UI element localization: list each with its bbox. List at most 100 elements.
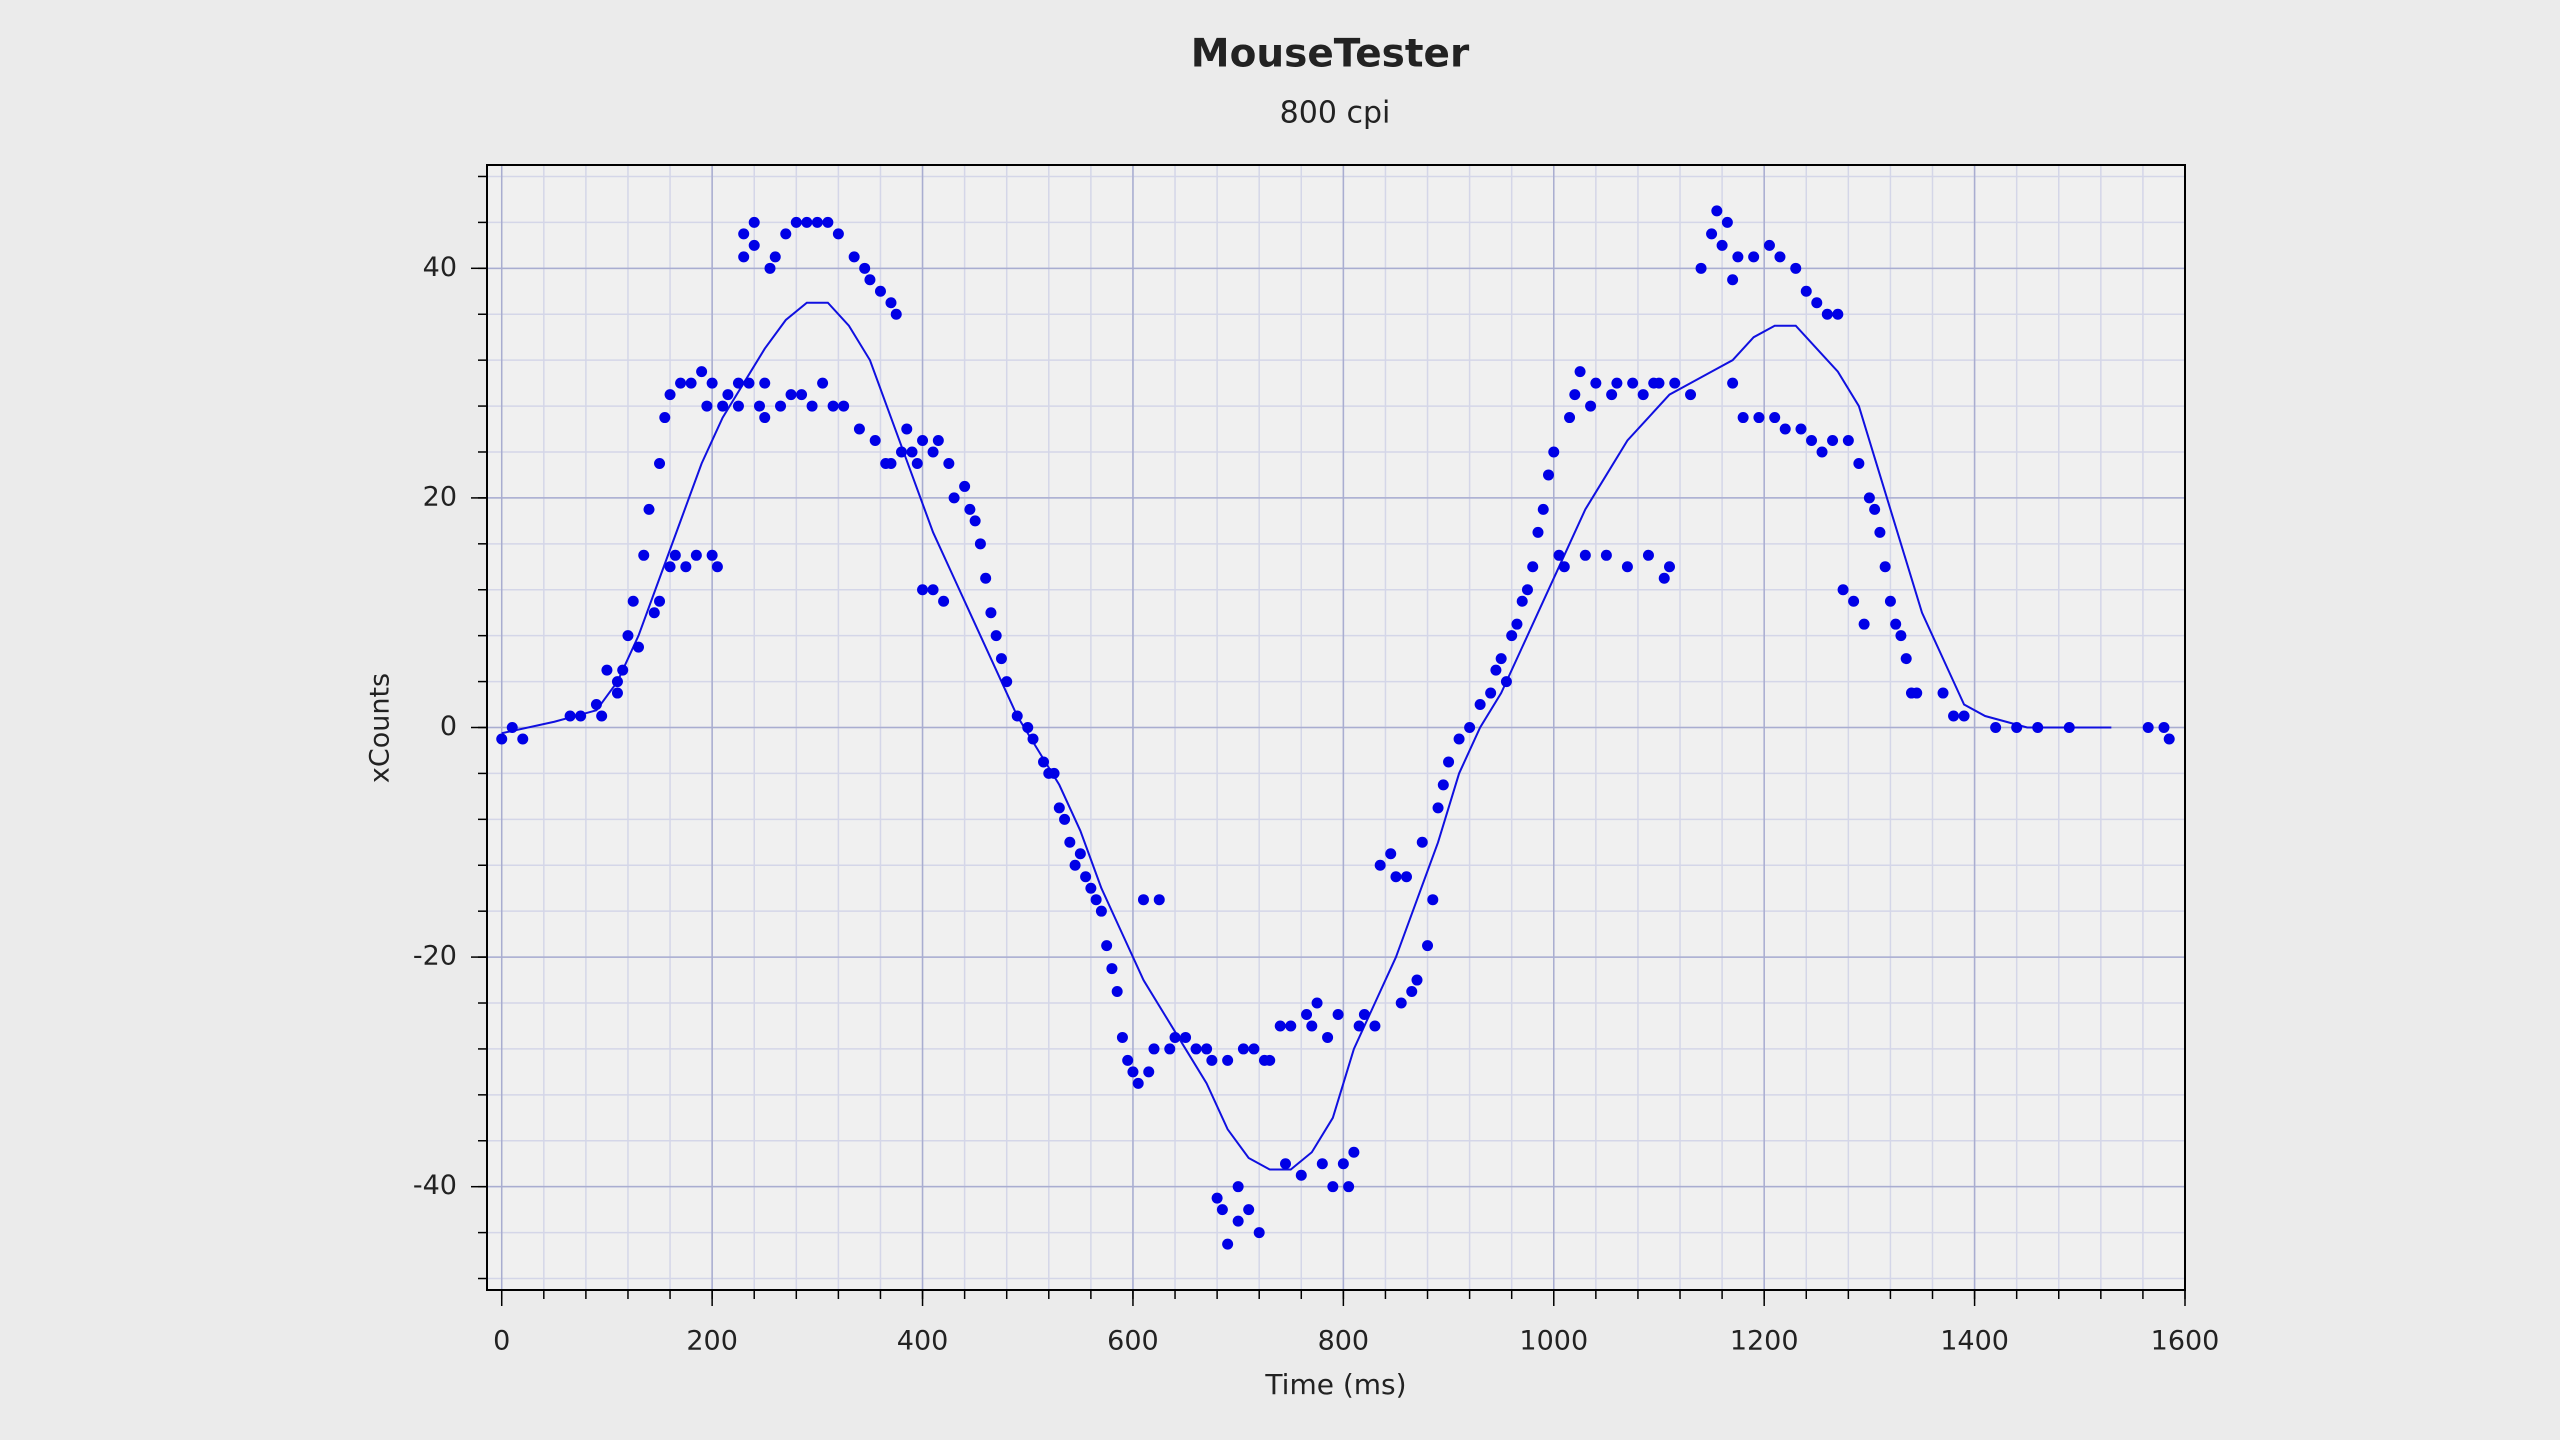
data-point [1232, 1215, 1244, 1227]
data-point [1280, 1158, 1292, 1170]
data-point [685, 377, 697, 389]
data-point [1232, 1181, 1244, 1193]
data-point [790, 216, 802, 228]
x-tick-label: 200 [686, 1326, 738, 1357]
data-point [659, 412, 671, 424]
y-tick-label: 0 [440, 711, 457, 742]
y-tick-label: -20 [413, 941, 457, 972]
data-point [1879, 561, 1891, 573]
data-point [1716, 239, 1728, 251]
data-point [1116, 1031, 1128, 1043]
data-point [1727, 377, 1739, 389]
data-point [1485, 687, 1497, 699]
data-point [1474, 699, 1486, 711]
data-point [1579, 549, 1591, 561]
data-point [506, 722, 518, 733]
data-point [1427, 894, 1439, 906]
data-point [911, 457, 923, 469]
data-point [1038, 756, 1050, 768]
data-point [1653, 377, 1665, 389]
data-point [1327, 1181, 1339, 1193]
data-point [859, 262, 871, 274]
data-point [1884, 595, 1896, 607]
data-point [974, 538, 986, 550]
data-point [1400, 871, 1412, 883]
data-point [1848, 595, 1860, 607]
data-point [1721, 216, 1733, 228]
y-tick-label: 20 [423, 481, 457, 512]
data-point [1611, 377, 1623, 389]
data-point [1090, 894, 1102, 906]
data-point [801, 216, 813, 228]
data-point [769, 251, 781, 263]
data-point [1106, 963, 1118, 975]
data-point [901, 423, 913, 435]
data-point [664, 561, 676, 573]
x-tick-label: 1000 [1519, 1326, 1588, 1357]
x-tick-label: 600 [1107, 1326, 1159, 1357]
data-point [1332, 1008, 1344, 1020]
y-axis-label: xCounts [365, 673, 396, 783]
data-point [1695, 262, 1707, 274]
data-point [596, 710, 608, 722]
data-point [1537, 503, 1549, 515]
data-point [938, 595, 950, 607]
data-point [1627, 377, 1639, 389]
data-point [827, 400, 839, 412]
data-point [1248, 1043, 1260, 1055]
y-tick-label: -40 [413, 1170, 457, 1201]
data-point [848, 251, 860, 263]
data-point [564, 710, 576, 722]
data-point [1853, 457, 1865, 469]
data-point [1316, 1158, 1328, 1170]
data-point [980, 572, 992, 584]
data-point [1685, 389, 1697, 401]
data-point [1132, 1077, 1144, 1089]
data-point [622, 630, 634, 642]
data-point [1385, 848, 1397, 860]
data-point [917, 584, 929, 596]
data-point [690, 549, 702, 561]
data-point [1322, 1031, 1334, 1043]
data-point [890, 308, 902, 320]
data-point [664, 389, 676, 401]
data-point [1637, 389, 1649, 401]
data-point [1432, 802, 1444, 814]
data-point [1148, 1043, 1160, 1055]
data-point [611, 687, 623, 699]
data-point [1048, 767, 1060, 779]
data-point [1574, 366, 1586, 378]
data-point [1216, 1204, 1228, 1216]
data-point [990, 630, 1002, 642]
data-point [1753, 412, 1765, 424]
data-point [738, 228, 750, 240]
data-point [611, 676, 623, 688]
data-point [2032, 722, 2044, 733]
data-point [1080, 871, 1092, 883]
data-point [1863, 492, 1875, 504]
data-point [1053, 802, 1065, 814]
data-point [1069, 859, 1081, 871]
data-point [701, 400, 713, 412]
data-point [1937, 687, 1949, 699]
data-point [1137, 894, 1149, 906]
data-point [1669, 377, 1681, 389]
x-tick-label: 400 [897, 1326, 949, 1357]
data-point [1511, 618, 1523, 630]
data-point [1837, 584, 1849, 596]
x-tick-label: 0 [493, 1326, 510, 1357]
data-point [2011, 722, 2023, 733]
data-point [932, 435, 944, 447]
data-point [1706, 228, 1718, 240]
data-point [1958, 710, 1970, 722]
data-point [1011, 710, 1023, 722]
data-point [1101, 940, 1113, 952]
data-point [1890, 618, 1902, 630]
data-point [1737, 412, 1749, 424]
data-point [1527, 561, 1539, 573]
data-point [1211, 1192, 1223, 1204]
data-point [822, 216, 834, 228]
data-point [1948, 710, 1960, 722]
data-point [1543, 469, 1555, 481]
